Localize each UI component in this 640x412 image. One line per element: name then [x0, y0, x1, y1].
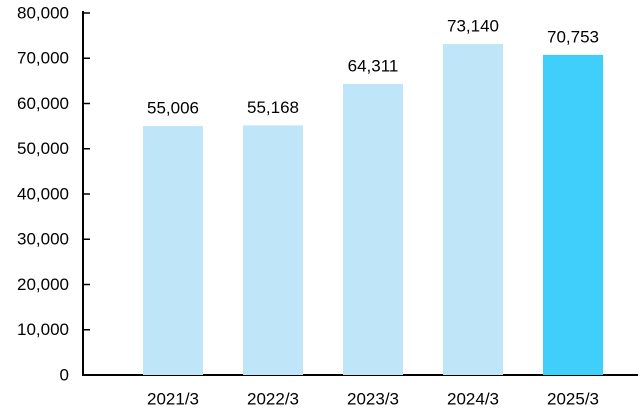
value-label: 55,168	[247, 98, 299, 117]
value-label: 73,140	[447, 17, 499, 36]
value-label: 55,006	[147, 99, 199, 118]
y-tick-label: 0	[60, 365, 69, 384]
x-tick-label: 2021/3	[147, 389, 199, 408]
y-tick-label: 80,000	[17, 3, 69, 22]
value-label: 64,311	[348, 56, 399, 75]
y-tick-label: 70,000	[17, 49, 69, 68]
bar	[543, 54, 603, 375]
bar	[143, 126, 203, 376]
bar	[443, 44, 503, 375]
value-label: 70,753	[547, 27, 599, 46]
y-tick-label: 30,000	[17, 230, 69, 249]
y-tick-label: 40,000	[17, 184, 69, 203]
y-tick-label: 20,000	[17, 275, 69, 294]
x-tick-label: 2024/3	[447, 389, 499, 408]
bar	[243, 125, 303, 375]
y-tick-label: 10,000	[17, 320, 69, 339]
y-tick-label: 60,000	[17, 94, 69, 113]
y-tick-label: 50,000	[17, 139, 69, 158]
x-tick-label: 2022/3	[247, 389, 299, 408]
x-tick-label: 2023/3	[347, 389, 399, 408]
x-tick-label: 2025/3	[547, 389, 599, 408]
bar	[343, 83, 403, 375]
